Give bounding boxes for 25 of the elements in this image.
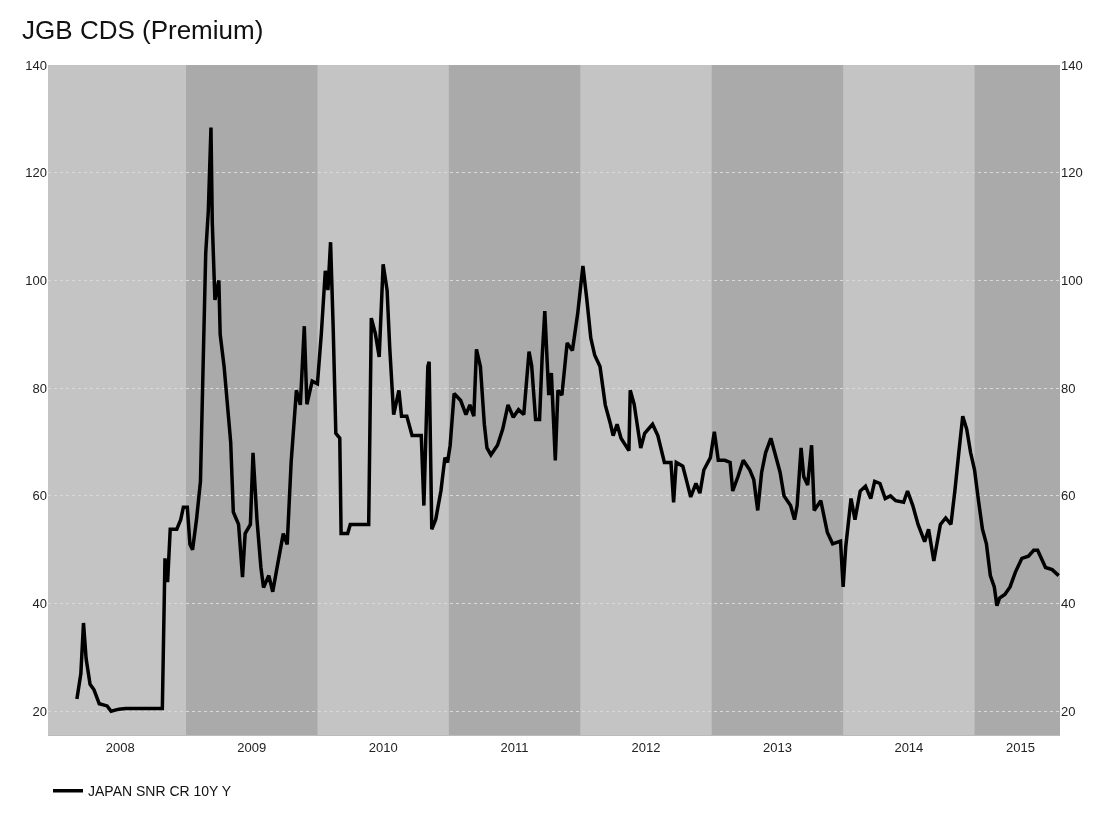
x-tick-label: 2014	[894, 739, 924, 755]
y2-tick-label: 120	[1061, 165, 1083, 181]
y2-tick-label: 40	[1061, 596, 1076, 612]
x-tick-label: 2008	[105, 739, 135, 755]
y2-tick-label: 140	[1061, 57, 1083, 73]
y-tick-label: 20	[32, 703, 47, 719]
y-tick-label: 40	[32, 596, 47, 612]
y-tick-label: 140	[25, 57, 47, 73]
y-tick-label: 100	[25, 272, 47, 288]
x-tick-label: 2013	[762, 739, 792, 755]
x-tick-label: 2015	[1006, 739, 1036, 755]
y2-tick-label: 20	[1061, 703, 1076, 719]
line-series	[75, 125, 1060, 714]
x-tick-label: 2009	[237, 739, 267, 755]
x-tick-label: 2010	[368, 739, 398, 755]
x-tick-label: 2012	[631, 739, 661, 755]
y-tick-label: 120	[25, 165, 47, 181]
y-tick-label: 80	[32, 380, 47, 396]
legend-label: JAPAN SNR CR 10Y Y	[88, 783, 232, 800]
y2-tick-label: 100	[1061, 272, 1083, 288]
y-tick-label: 60	[32, 488, 47, 504]
chart-title: JGB CDS (Premium)	[22, 14, 264, 45]
y2-tick-label: 80	[1061, 380, 1076, 396]
x-tick-label: 2011	[500, 739, 529, 755]
y2-tick-label: 60	[1061, 488, 1076, 504]
